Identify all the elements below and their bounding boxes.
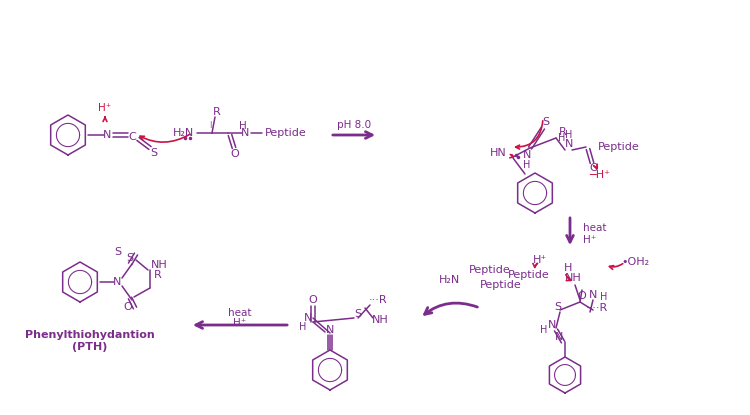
Text: S: S bbox=[115, 247, 122, 257]
Text: HN: HN bbox=[490, 148, 507, 158]
Text: Peptide: Peptide bbox=[480, 280, 522, 290]
Text: N: N bbox=[326, 325, 334, 335]
Text: •OH₂: •OH₂ bbox=[621, 257, 649, 267]
Text: R: R bbox=[559, 127, 567, 137]
Text: Peptide: Peptide bbox=[470, 265, 511, 275]
Text: H: H bbox=[566, 130, 573, 140]
Text: H: H bbox=[524, 160, 531, 170]
Text: O: O bbox=[231, 149, 239, 159]
Text: R: R bbox=[154, 270, 162, 280]
Text: NH: NH bbox=[565, 273, 581, 283]
Text: heat: heat bbox=[228, 308, 252, 318]
Text: (PTH): (PTH) bbox=[72, 342, 108, 352]
Text: N: N bbox=[523, 150, 531, 160]
Text: N: N bbox=[565, 139, 573, 149]
Text: N: N bbox=[548, 320, 556, 330]
Text: N: N bbox=[554, 332, 563, 342]
Text: S: S bbox=[355, 309, 362, 319]
Text: C: C bbox=[128, 132, 136, 142]
Text: Peptide: Peptide bbox=[509, 270, 550, 280]
Text: N: N bbox=[112, 277, 122, 287]
Text: N: N bbox=[103, 130, 111, 140]
Text: NH: NH bbox=[372, 315, 388, 325]
Text: H: H bbox=[558, 133, 566, 143]
Text: S: S bbox=[127, 253, 134, 263]
Text: H⁺: H⁺ bbox=[233, 318, 247, 328]
Text: NH: NH bbox=[151, 260, 168, 270]
Text: H: H bbox=[564, 263, 572, 273]
Text: N: N bbox=[589, 290, 597, 300]
Text: ─H⁺: ─H⁺ bbox=[590, 170, 610, 180]
Text: H: H bbox=[540, 325, 548, 335]
Text: O: O bbox=[309, 295, 317, 305]
Text: Peptide: Peptide bbox=[598, 142, 640, 152]
Text: H₂N: H₂N bbox=[440, 275, 460, 285]
Text: Phenylthiohydantion: Phenylthiohydantion bbox=[26, 330, 154, 340]
Text: O: O bbox=[578, 291, 586, 301]
Text: |: | bbox=[209, 120, 212, 127]
Text: ····R: ····R bbox=[586, 303, 608, 313]
Text: H⁺: H⁺ bbox=[583, 235, 596, 245]
Text: S: S bbox=[542, 117, 550, 127]
Text: ···R: ···R bbox=[369, 295, 387, 305]
Text: N: N bbox=[304, 313, 312, 323]
Text: R: R bbox=[213, 107, 220, 117]
Text: O: O bbox=[124, 302, 132, 312]
Text: S: S bbox=[151, 148, 157, 158]
Text: O: O bbox=[590, 163, 598, 173]
Text: S: S bbox=[554, 302, 562, 312]
Text: H: H bbox=[239, 121, 247, 131]
Text: H: H bbox=[299, 322, 307, 332]
Text: H⁺: H⁺ bbox=[98, 103, 112, 113]
Text: heat: heat bbox=[583, 223, 607, 233]
Text: pH 8.0: pH 8.0 bbox=[337, 120, 371, 130]
Text: H₂N: H₂N bbox=[172, 128, 194, 138]
Text: H⁺: H⁺ bbox=[532, 255, 547, 265]
Text: Peptide: Peptide bbox=[265, 128, 307, 138]
Text: N: N bbox=[241, 128, 249, 138]
Text: H: H bbox=[600, 292, 608, 302]
